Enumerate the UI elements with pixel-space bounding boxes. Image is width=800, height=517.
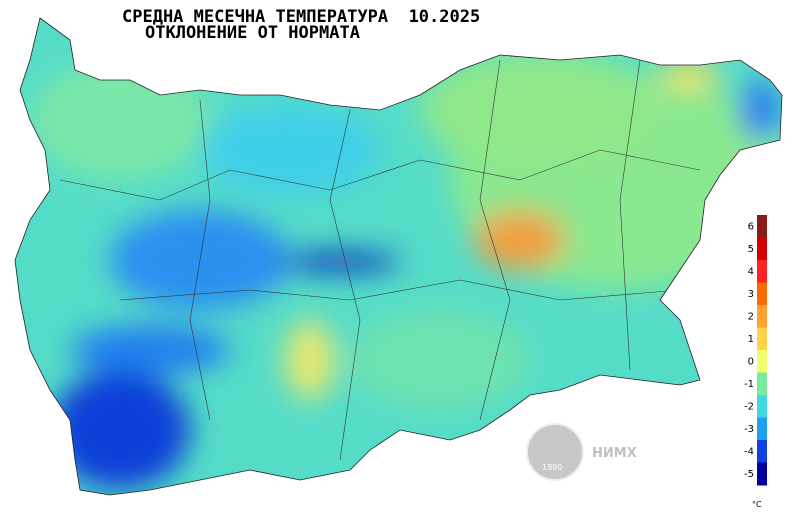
- legend-swatch: [757, 372, 767, 396]
- legend-tick-label: -2: [744, 401, 754, 412]
- legend-tick-label: -5: [744, 469, 754, 480]
- legend-swatch: [757, 440, 767, 463]
- legend-unit: °C: [752, 500, 762, 509]
- legend-tick-label: 4: [748, 266, 754, 277]
- legend-swatch: [757, 350, 767, 373]
- map-title: СРЕДНА МЕСЕЧНА ТЕМПЕРАТУРА 10.2025: [122, 7, 480, 27]
- legend-tick-label: 5: [748, 244, 754, 255]
- legend-swatch: [757, 327, 767, 351]
- legend-tick-label: -1: [744, 379, 754, 390]
- logo-text: НИМХ: [592, 446, 637, 461]
- map-subtitle: ОТКЛОНЕНИЕ ОТ НОРМАТА: [145, 23, 360, 43]
- color-legend: 6 5 4 3 2 1 0 -1 -2 -3 -4 -5 °C: [744, 215, 767, 509]
- legend-tick-label: 3: [748, 289, 754, 300]
- legend-tick-label: 2: [748, 311, 754, 322]
- legend-swatch: [757, 237, 767, 261]
- logo-year: 1890: [542, 463, 562, 472]
- legend-swatch: [757, 305, 767, 328]
- district-borders: [59, 59, 701, 461]
- legend-swatch: [757, 215, 767, 238]
- legend-tick-label: 6: [748, 221, 754, 232]
- logo-emblem: [526, 423, 584, 481]
- legend-tick-label: -3: [744, 424, 754, 435]
- legend-tick-label: 1: [748, 334, 754, 345]
- legend-swatch: [757, 282, 767, 306]
- legend-swatch: [757, 395, 767, 418]
- country-border: [14, 17, 783, 496]
- legend-swatch: [757, 462, 767, 486]
- logo: 1890 НИМХ: [526, 423, 637, 481]
- legend-swatch: [757, 417, 767, 441]
- legend-tick-label: -4: [744, 446, 754, 457]
- legend-tick-label: 0: [748, 356, 754, 367]
- legend-swatch: [757, 260, 767, 283]
